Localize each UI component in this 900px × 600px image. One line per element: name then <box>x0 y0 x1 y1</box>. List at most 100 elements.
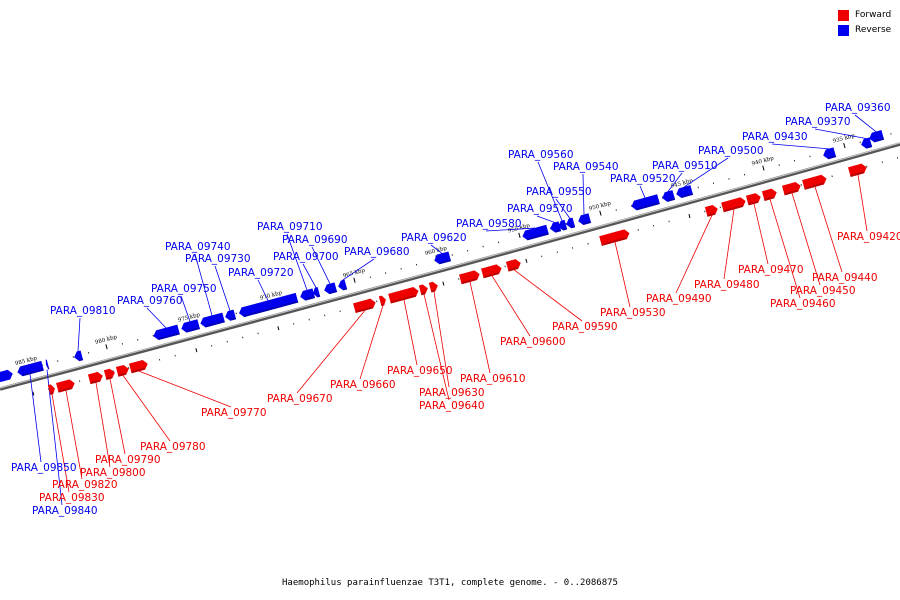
gene-connector <box>51 394 70 493</box>
gene-arrow-para-09370 <box>861 137 873 149</box>
legend-reverse-swatch <box>838 24 849 36</box>
tick-label: 970 kbp <box>259 290 283 302</box>
gene-label: PARA_09570 <box>507 203 573 215</box>
gene-label: PARA_09510 <box>652 160 718 172</box>
gene-label: PARA_09600 <box>500 336 566 348</box>
gene-label: PARA_09670 <box>267 393 333 405</box>
gene-label: PARA_09480 <box>694 279 760 291</box>
legend: Forward Reverse <box>838 8 891 38</box>
gene-connector <box>214 265 231 311</box>
genome-backbone <box>0 142 900 391</box>
gene-arrow-para-09450 <box>781 181 801 196</box>
gene-arrow-para-09570 <box>550 221 562 233</box>
gene-arrow-para-09470 <box>745 193 761 206</box>
gene-arrow-para-09650 <box>388 287 419 304</box>
gene-arrow-para-09830 <box>47 384 55 395</box>
gene-label: PARA_09730 <box>185 253 251 265</box>
tick-label: 975 kbp <box>177 312 201 324</box>
gene-label: PARA_09630 <box>419 387 485 399</box>
gene-connector <box>341 258 375 281</box>
legend-reverse: Reverse <box>838 23 891 37</box>
gene-label: PARA_09620 <box>401 232 467 244</box>
gene-arrow-para-09680 <box>338 279 348 291</box>
gene-arrow-para-09800 <box>87 371 103 385</box>
gene-arrow-para-09640 <box>418 284 428 296</box>
tick-label: 965 kbp <box>342 268 366 280</box>
gene-label: PARA_09490 <box>646 293 712 305</box>
gene-connector <box>537 161 563 221</box>
gene-connector <box>65 390 83 480</box>
gene-label: PARA_09750 <box>151 283 217 295</box>
gene-arrow-para-09550 <box>566 217 576 229</box>
gene-label: PARA_09360 <box>825 102 891 114</box>
gene-label: PARA_09430 <box>742 131 808 143</box>
gene-label: PARA_09420 <box>837 231 900 243</box>
gene-arrow-para-09560 <box>558 219 568 231</box>
gene-arrow-para-09420 <box>847 163 867 177</box>
gene-connector <box>485 227 536 232</box>
gene-connector <box>675 215 713 294</box>
gene-label: PARA_09760 <box>117 295 183 307</box>
gene-label: PARA_09560 <box>508 149 574 161</box>
gene-label: PARA_09660 <box>330 379 396 391</box>
gene-connector <box>146 307 167 329</box>
gene-connector <box>814 186 843 273</box>
gene-label: PARA_09530 <box>600 307 666 319</box>
gene-label: PARA_09580 <box>456 218 522 230</box>
gene-arrow-para-09770 <box>129 359 148 374</box>
gene-label: PARA_09680 <box>344 246 410 258</box>
gene-label: PARA_09720 <box>228 267 294 279</box>
gene-connector <box>109 378 126 455</box>
gene-label: PARA_09780 <box>140 441 206 453</box>
legend-forward: Forward <box>838 8 891 22</box>
legend-forward-swatch <box>838 9 849 21</box>
gene-connector <box>723 209 735 280</box>
gene-connector <box>857 174 868 232</box>
gene-connector <box>433 291 450 388</box>
legend-forward-label: Forward <box>855 10 892 20</box>
tick-label: 935 kbp <box>832 133 856 145</box>
gene-label: PARA_09840 <box>32 505 98 517</box>
gene-label: PARA_09610 <box>460 373 526 385</box>
gene-connector <box>359 305 384 380</box>
gene-label: PARA_09790 <box>95 454 161 466</box>
gene-connector <box>771 143 830 150</box>
gene-arrow-para-09490 <box>704 204 718 217</box>
gene-connector <box>122 375 171 442</box>
gene-arrow-para-09510 <box>662 190 676 202</box>
gene-connector <box>791 193 821 286</box>
gene-connector <box>753 203 769 265</box>
gene-connector <box>683 157 729 188</box>
gene-arrow-para-09580 <box>522 224 549 241</box>
tick-label: 950 kbp <box>588 200 612 212</box>
gene-label: PARA_09590 <box>552 321 618 333</box>
gene-arrow-unlabeled-0 <box>0 369 13 383</box>
gene-arrow-para-09610 <box>459 270 480 285</box>
gene-label: PARA_09690 <box>282 234 348 246</box>
gene-connector <box>194 253 213 316</box>
gene-arrow-para-09620 <box>434 251 452 265</box>
gene-arrow-para-09810 <box>74 350 84 362</box>
gene-label: PARA_09470 <box>738 264 804 276</box>
gene-label: PARA_09770 <box>201 407 267 419</box>
gene-label: PARA_09500 <box>698 145 764 157</box>
gene-arrow-para-09700 <box>313 286 321 298</box>
gene-label: PARA_09460 <box>770 298 836 310</box>
gene-label: PARA_09520 <box>610 173 676 185</box>
gene-arrow-para-09500 <box>676 185 694 198</box>
gene-connector <box>302 263 317 288</box>
gene-arrow-para-09480 <box>721 197 746 213</box>
gene-label: PARA_09810 <box>50 305 116 317</box>
gene-arrow-para-09440 <box>802 174 827 190</box>
gene-connector <box>180 295 191 322</box>
gene-label: PARA_09830 <box>39 492 105 504</box>
tick-label: 960 kbp <box>424 245 448 257</box>
gene-label: PARA_09650 <box>387 365 453 377</box>
gene-connector <box>430 244 443 254</box>
gene-connector <box>814 128 867 139</box>
gene-label: PARA_09450 <box>790 285 856 297</box>
gene-label: PARA_09820 <box>52 479 118 491</box>
gene-connector <box>854 114 877 133</box>
figure-caption: Haemophilus parainfluenzae T3T1, complet… <box>282 578 618 588</box>
